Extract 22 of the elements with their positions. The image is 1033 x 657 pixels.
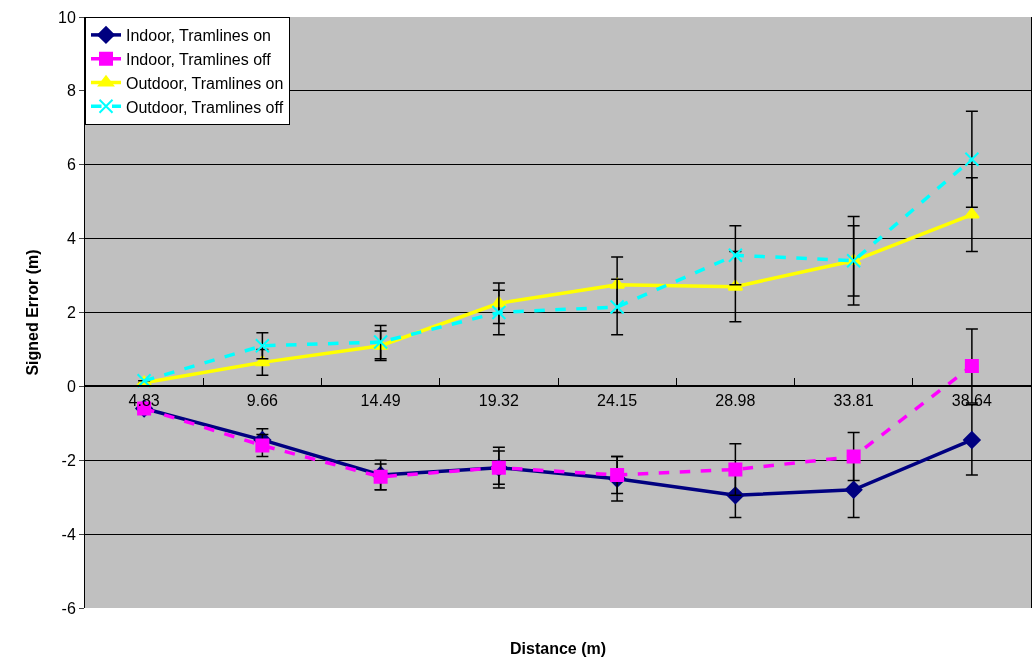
y-tick-label: -4 [61,525,76,543]
y-tick-label: 10 [58,8,76,26]
x-tick-label: 24.15 [597,392,638,410]
x-tick-label: 28.98 [715,392,756,410]
y-tick-label: 6 [66,156,76,174]
x-tick-label: 4.83 [128,392,160,410]
y-tick-label: 2 [66,304,76,322]
x-axis-title: Distance (m) [510,640,607,657]
legend-label: Indoor, Tramlines on [126,27,271,45]
x-tick-label: 19.32 [478,392,519,410]
y-axis-title: Signed Error (m) [23,249,41,376]
x-tick-label: 14.49 [360,392,401,410]
legend-label: Outdoor, Tramlines on [126,74,284,92]
y-tick-label: 0 [66,377,76,395]
y-tick-label: 8 [66,82,76,100]
x-tick-label: 33.81 [833,392,874,410]
legend-label: Indoor, Tramlines off [126,50,272,68]
legend-label: Outdoor, Tramlines off [126,98,284,116]
y-tick-label: -2 [61,451,76,469]
y-tick-label: -6 [61,599,76,617]
y-tick-label: 4 [66,230,76,248]
x-tick-label: 9.66 [246,392,279,410]
